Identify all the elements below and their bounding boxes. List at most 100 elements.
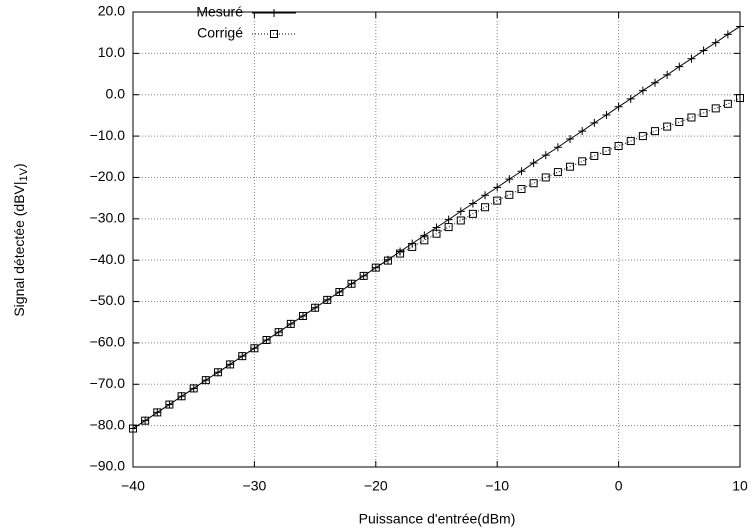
marker [177,392,186,401]
series-line [132,97,741,429]
marker [687,54,696,63]
y-tick-label: −20.0 [90,168,126,184]
marker [699,108,708,117]
legend-marker [270,30,278,38]
marker [262,336,271,345]
y-tick-label: −70.0 [90,375,126,391]
marker [165,400,174,409]
y-tick-label: −10.0 [90,127,126,143]
marker [723,99,732,108]
marker [444,215,453,224]
x-tick-label: −10 [485,478,509,494]
marker [468,209,477,218]
marker [153,408,162,417]
marker [456,207,465,216]
marker [541,151,550,160]
marker [711,38,720,47]
marker [408,242,417,251]
marker [578,157,587,166]
marker [517,185,526,194]
y-tick-label: 20.0 [98,3,125,19]
marker [675,118,684,127]
y-tick-label: −50.0 [90,292,126,308]
plot-border [132,11,741,468]
marker [602,146,611,155]
marker [335,288,344,297]
marker [250,344,259,353]
marker [529,179,538,188]
marker [481,203,490,212]
x-tick-label: −40 [121,478,145,494]
marker [213,368,222,377]
marker [638,132,647,141]
marker [226,360,235,369]
y-tick-label: −80.0 [90,416,126,432]
marker [347,279,356,288]
legend-marker [270,9,278,17]
marker [590,118,599,127]
marker [359,271,368,280]
marker [675,62,684,71]
marker [420,231,429,240]
marker [626,94,635,103]
marker [529,158,538,167]
legend-label: Corrigé [197,25,243,41]
marker [614,102,623,111]
marker [383,256,392,265]
x-tick-label: −20 [364,478,388,494]
marker [456,216,465,225]
marker [311,303,320,312]
y-label-text: Signal détectée (dBV| [11,181,27,316]
marker [505,190,514,199]
marker [553,143,562,152]
marker [153,408,162,417]
marker [177,392,186,401]
marker [165,400,174,409]
marker [129,424,137,433]
marker [663,122,672,131]
y-tick-label: −60.0 [90,334,126,350]
marker [566,134,575,143]
x-tick-label: 0 [615,478,623,494]
marker [323,295,332,304]
marker [189,384,198,393]
x-tick-label: 10 [732,478,748,494]
marker [250,344,259,353]
marker [262,336,271,345]
marker [638,86,647,95]
y-tick-label: 10.0 [98,44,125,60]
marker [286,319,295,328]
marker [493,196,502,205]
marker [663,70,672,79]
x-axis-label: Puissance d'entrée(dBm) [359,511,516,527]
y-tick-label: −40.0 [90,251,126,267]
marker [578,127,587,136]
marker [468,199,477,208]
marker [323,295,332,304]
marker [213,368,222,377]
y-tick-label: 0.0 [106,85,126,101]
marker [687,113,696,122]
marker [566,162,575,171]
marker [141,416,150,425]
marker [396,249,405,258]
marker [517,167,526,176]
marker [371,263,380,272]
marker [711,104,720,113]
marker [602,110,611,119]
marker [311,303,320,312]
marker [723,30,732,39]
marker [238,352,247,361]
marker [226,360,235,369]
y-label-suffix: ) [11,163,27,168]
marker [651,78,660,87]
y-tick-label: −30.0 [90,210,126,226]
y-tick-label: −90.0 [90,458,126,474]
marker [274,328,283,337]
marker [432,229,441,238]
marker [444,223,453,232]
marker [541,173,550,182]
marker [298,312,307,321]
y-axis-label: Signal détectée (dBV|1V) [11,163,30,316]
